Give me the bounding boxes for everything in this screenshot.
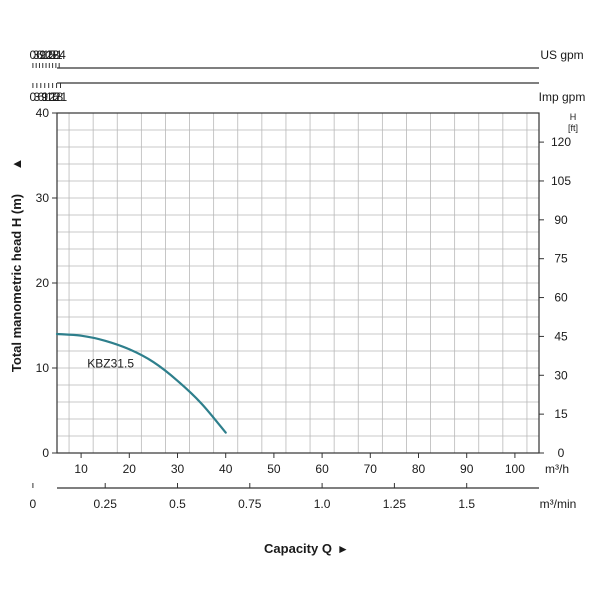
x-m3h-tick-label: 60 — [315, 462, 329, 476]
x-impgpm-tick-label: 18 — [50, 90, 64, 104]
y-right-unit-bottom: [ft] — [568, 123, 578, 133]
x-m3min-tick-label: 1.0 — [314, 497, 331, 511]
x-usgpm-unit: US gpm — [540, 48, 583, 62]
x-axis-arrow: ► — [337, 542, 349, 556]
y-right-tick-label: 120 — [551, 135, 571, 149]
series-label-kbz31-5: KBZ31.5 — [87, 356, 134, 370]
x-m3min-unit: m³/min — [540, 497, 577, 511]
right-head-axis: 0 15 30 45 60 75 90 105 120 H[ft] — [539, 112, 578, 460]
x-axis-title: Capacity Q — [264, 541, 332, 556]
y-axis-title: Total manometric head H (m) — [9, 194, 24, 372]
x-impgpm-unit: Imp gpm — [539, 90, 586, 104]
x-impgpm-tick-label: 21 — [54, 90, 68, 104]
x-m3h-tick-label: 30 — [171, 462, 185, 476]
x-usgpm-tick-label: 18 — [46, 48, 60, 62]
x-m3min-tick-label: 1.25 — [383, 497, 407, 511]
x-m3h-tick-label: 40 — [219, 462, 233, 476]
x-usgpm-tick-label: 21 — [49, 48, 63, 62]
y-right-tick-label: 30 — [554, 368, 568, 382]
x-usgpm-tick-label: 24 — [52, 48, 66, 62]
x-impgpm-tick-label: 0 — [30, 90, 37, 104]
x-m3h-tick-label: 100 — [505, 462, 525, 476]
y-right-tick-label: 75 — [554, 252, 568, 266]
x-m3min-tick-label: 0.5 — [169, 497, 186, 511]
x-m3min-tick-label: 0 — [30, 497, 37, 511]
x-m3h-tick-label: 90 — [460, 462, 474, 476]
series-line-kbz31-5 — [55, 332, 227, 434]
y-right-tick-label: 15 — [554, 407, 568, 421]
y-left-tick-label: 0 — [42, 446, 49, 460]
x-usgpm-tick-label: 9 — [39, 48, 46, 62]
x-m3h-tick-label: 10 — [74, 462, 88, 476]
x-impgpm-tick-label: 3 — [34, 90, 41, 104]
y-left-tick-label: 30 — [36, 191, 50, 205]
y-left-tick-label: 40 — [36, 106, 50, 120]
grid-lines — [57, 113, 539, 453]
x-m3h-unit: m³/h — [545, 462, 569, 476]
y-right-unit-top: H — [570, 112, 577, 122]
y-right-tick-label: 90 — [554, 213, 568, 227]
left-head-axis: 0 10 20 30 40 — [36, 106, 57, 460]
bottom-flow-axes: 10 20 30 40 50 60 70 80 90 100 m³/h 0 0.25 0.5 0.75 1.0… — [30, 453, 577, 511]
x-impgpm-tick-label: 12 — [42, 90, 56, 104]
x-m3h-tick-label: 80 — [412, 462, 426, 476]
x-impgpm-tick-label: 15 — [46, 90, 60, 104]
x-m3h-tick-label: 50 — [267, 462, 281, 476]
series-layer: KBZ31.5 — [55, 332, 227, 434]
x-usgpm-tick-label: 0 — [30, 48, 37, 62]
x-m3min-tick-label: 1.5 — [458, 497, 475, 511]
x-usgpm-tick-label: 12 — [39, 48, 53, 62]
x-usgpm-tick-label: 6 — [36, 48, 43, 62]
y-left-tick-label: 20 — [36, 276, 50, 290]
x-impgpm-tick-label: 6 — [37, 90, 44, 104]
y-right-tick-label: 45 — [554, 329, 568, 343]
x-m3h-tick-label: 70 — [364, 462, 378, 476]
x-usgpm-tick-label: 15 — [43, 48, 57, 62]
x-usgpm-tick-label: 3 — [33, 48, 40, 62]
y-right-tick-label: 0 — [558, 446, 565, 460]
y-left-tick-label: 10 — [36, 361, 50, 375]
x-m3min-tick-label: 0.75 — [238, 497, 262, 511]
y-axis-arrow: ▲ — [9, 158, 24, 171]
y-right-tick-label: 105 — [551, 174, 571, 188]
x-m3min-tick-label: 0.25 — [94, 497, 118, 511]
y-right-tick-label: 60 — [554, 291, 568, 305]
x-impgpm-tick-label: 9 — [41, 90, 48, 104]
x-m3h-tick-label: 20 — [123, 462, 137, 476]
